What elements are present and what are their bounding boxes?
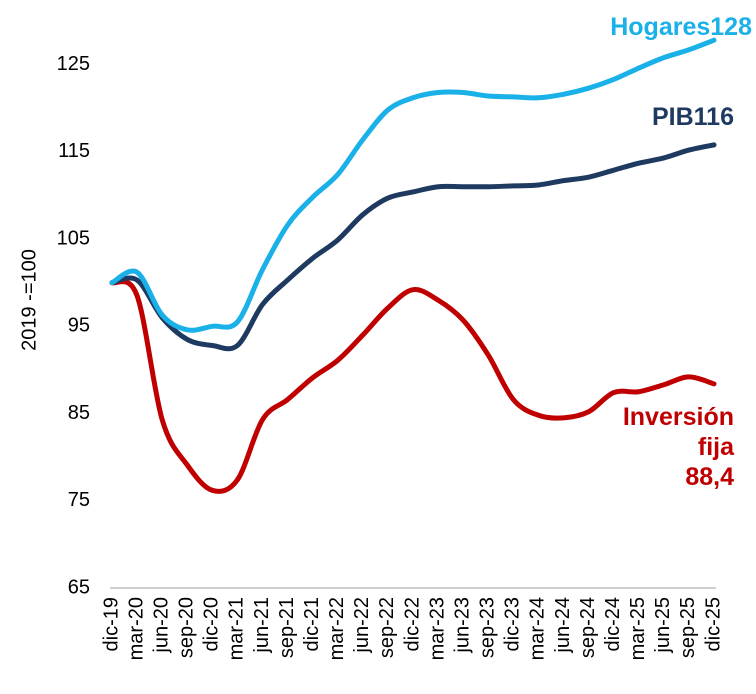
x-tick-label: jun-24 [552,597,574,654]
x-tick-label: mar-25 [627,597,649,660]
legend-label: Hogares [610,13,711,41]
y-tick-label: 115 [58,140,90,162]
x-tick-label: mar-23 [426,597,448,660]
legend-label: PIB [651,103,694,131]
x-tick-label: jun-23 [451,597,473,654]
x-tick-label: mar-22 [326,597,348,660]
y-tick-label: 75 [68,489,90,511]
x-tick-label: mar-20 [125,597,147,660]
end-value-label: 116 [693,103,734,131]
x-tick-label: jun-25 [652,597,674,654]
x-tick-label: dic-25 [702,597,724,651]
x-tick-label: sep-21 [276,597,298,658]
series-end-label: PIB116 [652,102,734,132]
series-end-label: Inversión fija 88,4 [604,402,734,492]
x-tick-label: mar-24 [527,597,549,660]
x-tick-label: jun-20 [150,597,172,654]
x-tick-label: dic-23 [502,597,524,651]
x-tick-label: mar-21 [226,597,248,660]
legend-label: Inversión fija [622,403,734,461]
x-tick-label: sep-25 [677,597,699,658]
line-series [109,142,717,352]
x-tick-label: dic-22 [401,597,423,651]
y-tick-label: 85 [68,402,90,424]
x-tick-label: sep-20 [176,597,198,658]
x-tick-label: dic-20 [201,597,223,651]
x-tick-label: jun-22 [351,597,373,654]
line-series [109,279,717,494]
y-tick-label: 125 [57,53,90,75]
y-tick-label: 105 [57,227,90,249]
series-end-label: Hogares128 [610,12,752,42]
y-tick-label: 65 [68,576,90,598]
x-tick-label: dic-24 [602,597,624,651]
y-tick-label: 95 [68,315,90,337]
end-value-label: 88,4 [685,463,734,491]
x-tick-label: sep-24 [577,597,599,658]
end-value-label: 128 [710,13,752,41]
x-tick-label: dic-21 [301,597,323,651]
line-series [109,37,717,333]
y-axis-title: 2019 -=100 [18,249,40,351]
x-tick-label: dic-19 [100,597,122,651]
x-tick-label: sep-22 [376,597,398,658]
x-tick-label: sep-23 [477,597,499,658]
x-tick-label: jun-21 [251,597,273,654]
